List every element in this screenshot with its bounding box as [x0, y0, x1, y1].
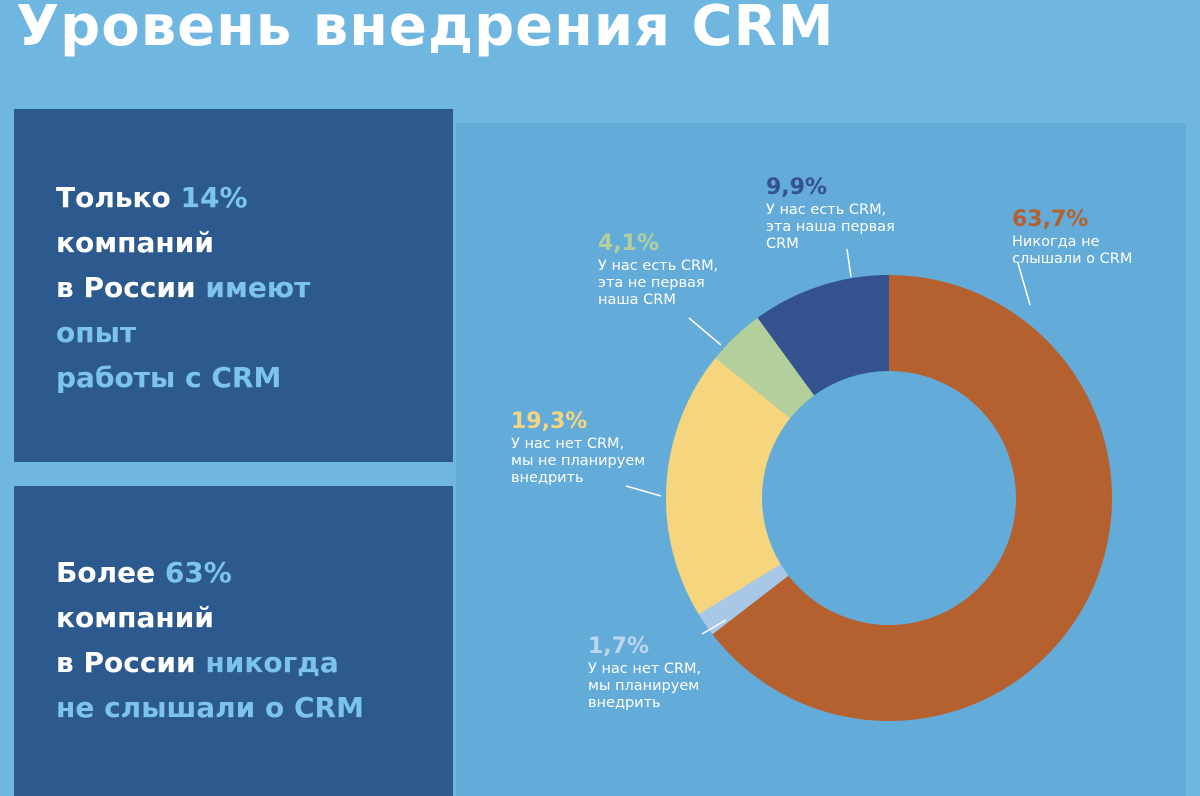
stat-card-experience-text: Только 14% компаний в России имеют опыт рабо…: [56, 175, 453, 400]
stat-text-segment: не слышали о CRM: [56, 691, 364, 724]
slice-category-label: эта не первая: [598, 275, 705, 291]
stat-text-segment: компаний: [56, 601, 214, 634]
leader-line: [701, 619, 727, 635]
stat-card-never-heard: Более 63% компаний в России никогда не слыш…: [14, 486, 453, 796]
donut-slice: [712, 275, 1112, 721]
slice-category-label: эта наша первая: [766, 219, 895, 235]
slice-category-label: внедрить: [511, 470, 584, 486]
slice-category-label: мы не планируем: [511, 453, 645, 469]
stat-card-never-heard-text: Более 63% компаний в России никогда не слыш…: [56, 550, 453, 730]
donut-slice: [715, 317, 815, 419]
stat-text-segment: имеют: [205, 271, 311, 304]
leader-line: [1017, 262, 1031, 306]
slice-category-label: У нас нет CRM,: [511, 436, 624, 452]
stat-text-segment: в России: [56, 271, 206, 304]
slice-category-label: У нас есть CRM,: [598, 258, 718, 274]
stat-text-segment: 63%: [164, 556, 232, 589]
slice-category-label: CRM: [766, 236, 799, 252]
chart-panel: 63,7% Никогда не слышали о CRM 1,7% У нас не…: [456, 123, 1186, 796]
stat-text-segment: работы с CRM: [56, 361, 282, 394]
stat-text-segment: никогда: [205, 646, 339, 679]
slice-category-label: наша CRM: [598, 292, 676, 308]
stat-text-segment: Более: [56, 556, 165, 589]
stat-text-segment: опыт: [56, 316, 137, 349]
slice-category-label: внедрить: [588, 695, 661, 711]
stat-text-segment: 14%: [180, 181, 248, 214]
slice-category-label: У нас нет CRM,: [588, 661, 701, 677]
stat-card-experience: Только 14% компаний в России имеют опыт рабо…: [14, 109, 453, 462]
leader-line: [846, 248, 852, 278]
slice-percent-label: 1,7%: [588, 634, 649, 659]
leader-line: [625, 485, 662, 497]
donut-slice: [666, 357, 791, 615]
stat-text-segment: Только: [56, 181, 181, 214]
page-title: Уровень внедрения CRM: [16, 0, 835, 59]
stat-text-segment: в России: [56, 646, 206, 679]
slice-category-label: слышали о CRM: [1012, 251, 1132, 267]
slice-category-label: У нас есть CRM,: [766, 202, 886, 218]
slice-percent-label: 19,3%: [511, 409, 587, 434]
slice-percent-label: 4,1%: [598, 231, 659, 256]
slice-percent-label: 9,9%: [766, 175, 827, 200]
donut-slice: [757, 275, 889, 396]
leader-line: [688, 317, 722, 346]
slice-percent-label: 63,7%: [1012, 207, 1088, 232]
donut-slice: [698, 564, 789, 635]
slice-category-label: Никогда не: [1012, 234, 1100, 250]
stat-text-segment: компаний: [56, 226, 214, 259]
slice-category-label: мы планируем: [588, 678, 699, 694]
